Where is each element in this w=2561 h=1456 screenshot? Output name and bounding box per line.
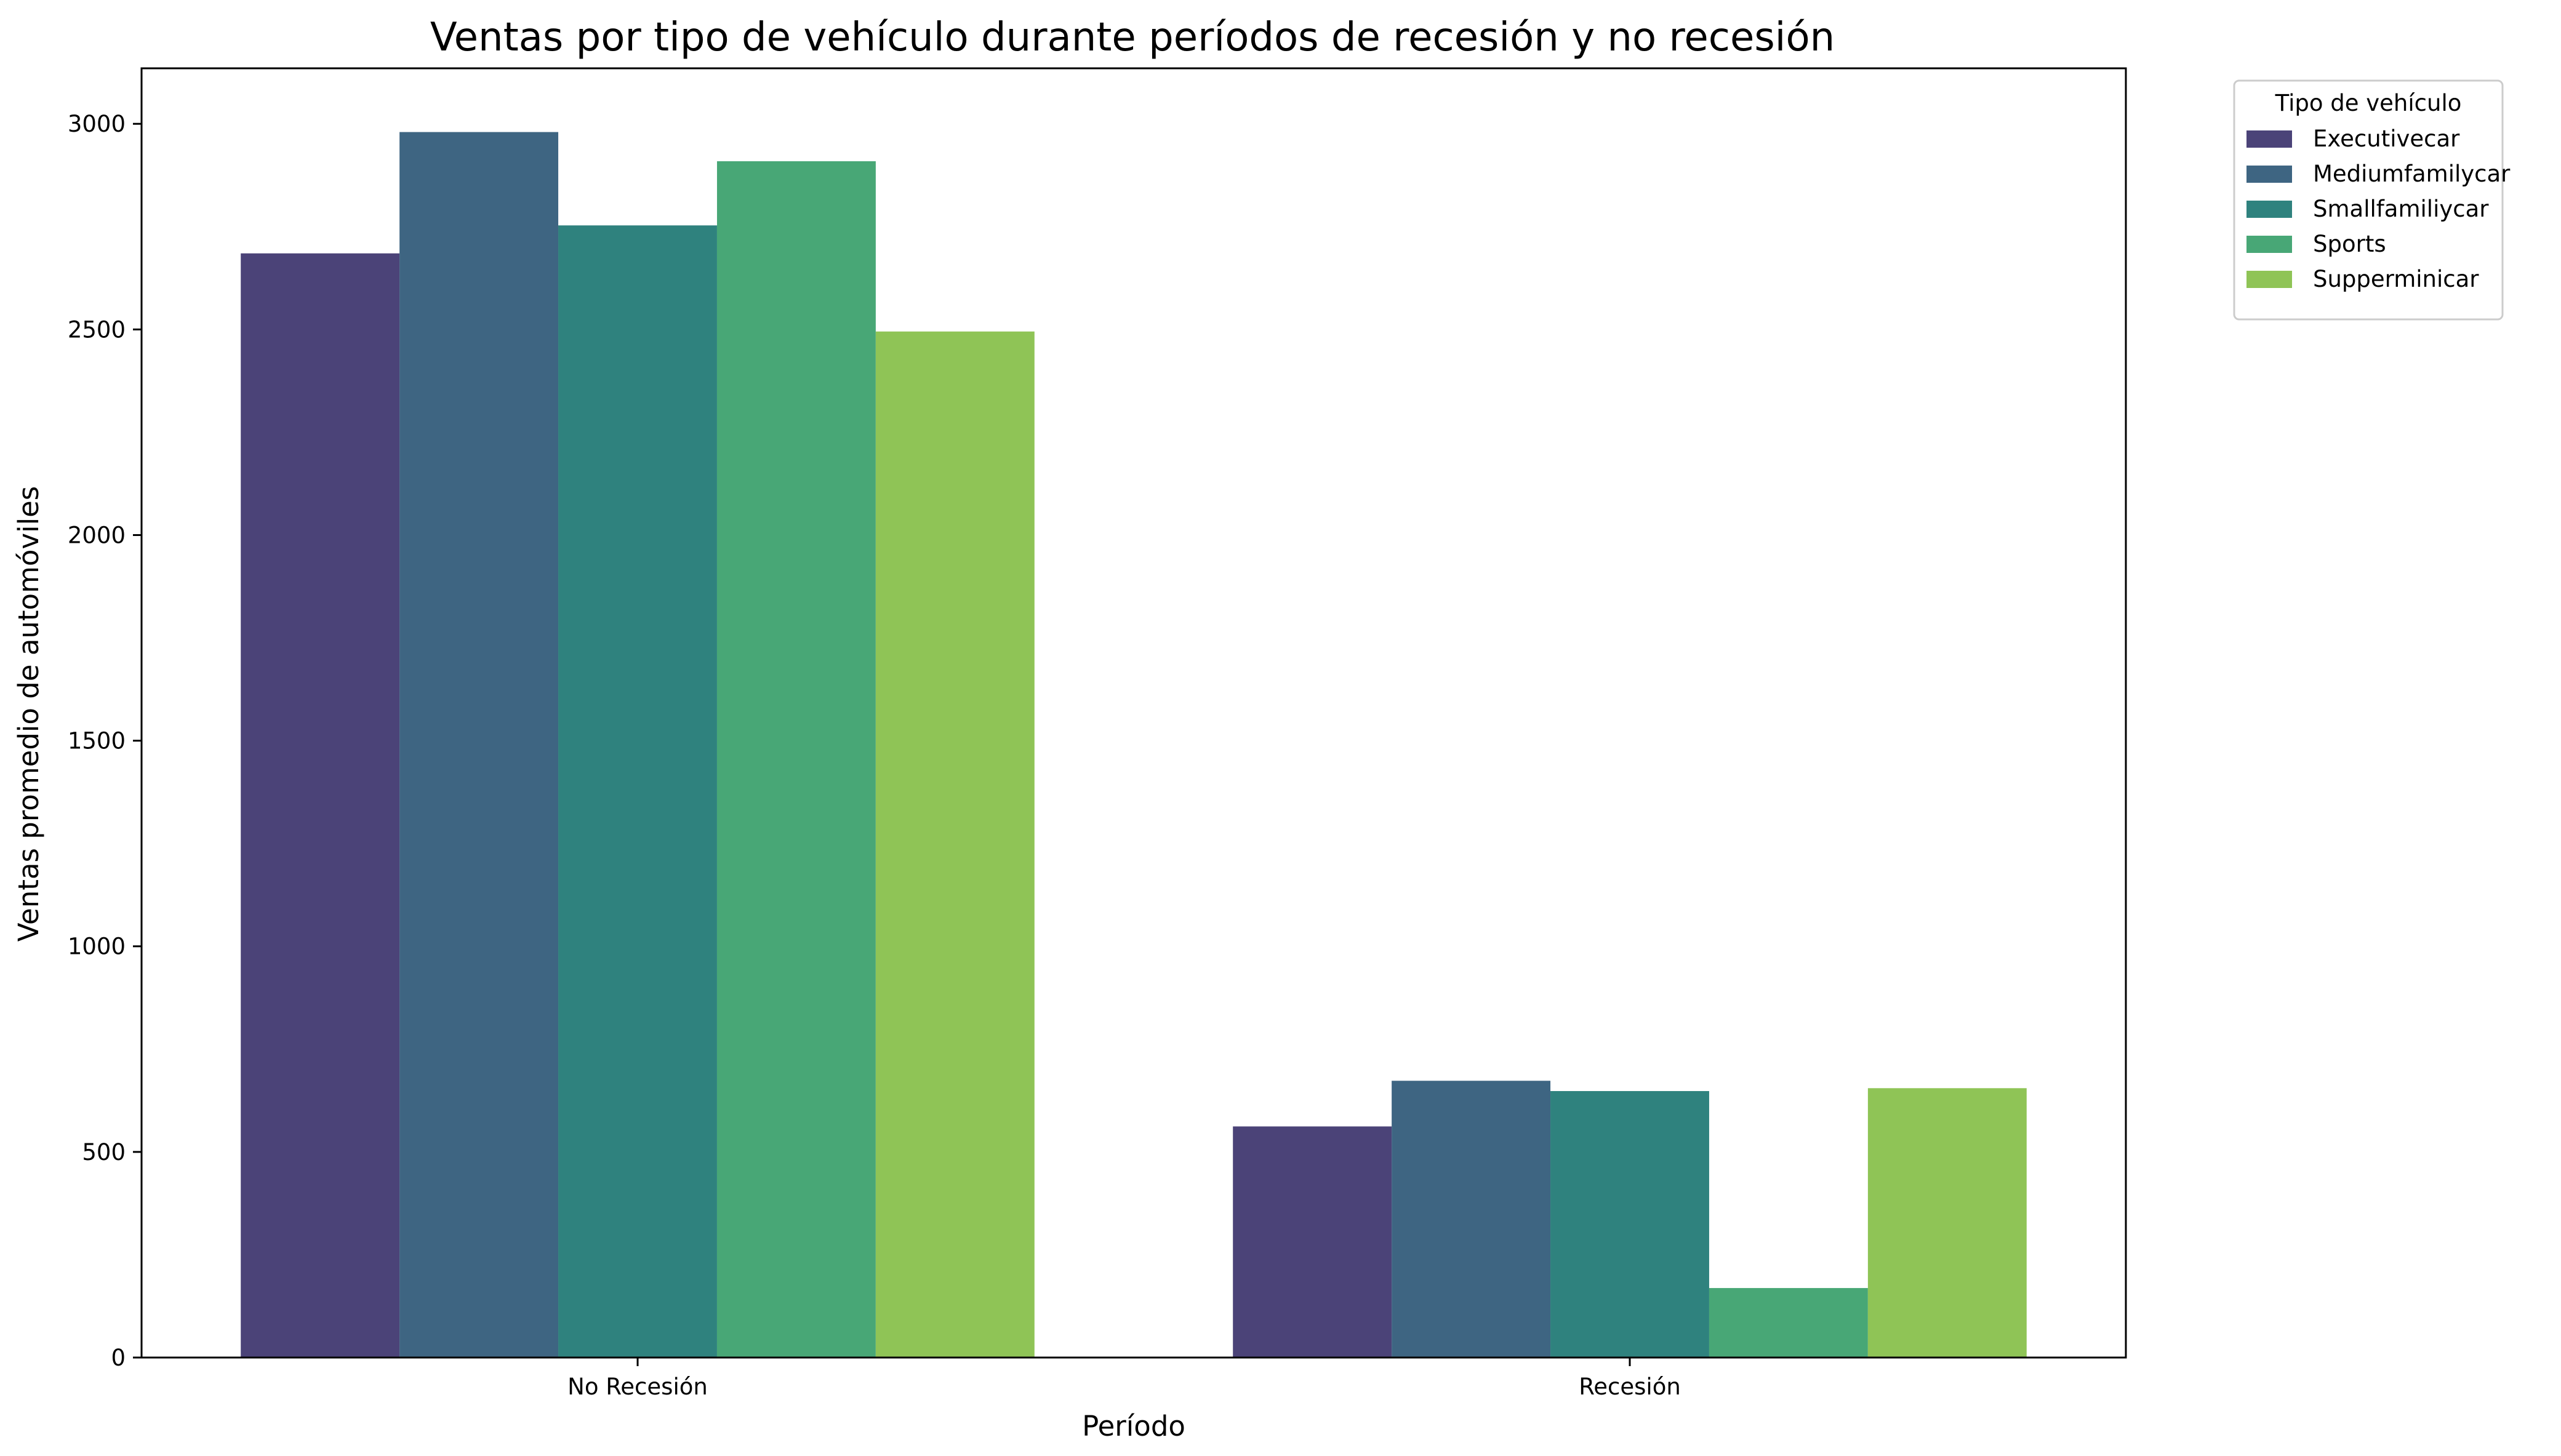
legend-swatch-executivecar <box>2246 130 2292 148</box>
y-tick-label: 1500 <box>68 728 126 754</box>
legend: Tipo de vehículo Executivecar Mediumfamil… <box>2233 79 2511 321</box>
bar-supperminicar-no-recesion <box>875 331 1035 1358</box>
legend-title: Tipo de vehículo <box>2275 90 2462 116</box>
plot-frame <box>140 67 2127 1359</box>
x-tick-label: No Recesión <box>567 1374 708 1400</box>
bar-sports-recesion <box>1709 1288 1868 1358</box>
bar-smallfamiliycar-recesion <box>1550 1090 1709 1358</box>
legend-swatch-mediumfamilycar <box>2246 166 2292 183</box>
legend-swatch-supperminicar <box>2246 271 2292 288</box>
legend-label-sports: Sports <box>2313 231 2386 257</box>
x-axis-label: Período <box>1082 1410 1185 1442</box>
legend-swatch-sports <box>2246 236 2292 253</box>
legend-label-supperminicar: Supperminicar <box>2313 266 2479 292</box>
legend-label-mediumfamilycar: Mediumfamilycar <box>2313 161 2511 187</box>
y-tick-label: 2500 <box>68 316 126 343</box>
y-axis: 0 500 1000 1500 2000 2500 3000 <box>68 111 142 1371</box>
bar-mediumfamilycar-no-recesion <box>399 132 559 1358</box>
bar-smallfamiliycar-no-recesion <box>558 225 717 1358</box>
legend-label-executivecar: Executivecar <box>2313 126 2460 152</box>
y-tick-label: 2000 <box>68 522 126 548</box>
chart-title: Ventas por tipo de vehículo durante perí… <box>430 15 1835 60</box>
y-tick-label: 0 <box>111 1345 126 1371</box>
bar-executivecar-recesion <box>1233 1126 1392 1358</box>
y-tick-label: 3000 <box>68 111 126 137</box>
x-tick-label: Recesión <box>1579 1374 1681 1400</box>
y-tick-label: 500 <box>82 1139 126 1166</box>
bar-supperminicar-recesion <box>1867 1088 2027 1358</box>
bar-executivecar-no-recesion <box>241 253 400 1358</box>
legend-box <box>2233 79 2504 321</box>
bar-mediumfamilycar-recesion <box>1392 1081 1551 1358</box>
legend-swatch-smallfamiliycar <box>2246 201 2292 218</box>
legend-label-smallfamiliycar: Smallfamiliycar <box>2313 196 2489 222</box>
y-axis-label: Ventas promedio de automóviles <box>12 486 45 942</box>
legend-items: Executivecar Mediumfamilycar Smallfamiliyc… <box>2246 126 2511 292</box>
bar-sports-no-recesion <box>716 161 876 1358</box>
y-tick-label: 1000 <box>68 934 126 960</box>
bars-layer <box>241 132 2027 1358</box>
x-axis: No Recesión Recesión <box>567 1358 1681 1400</box>
